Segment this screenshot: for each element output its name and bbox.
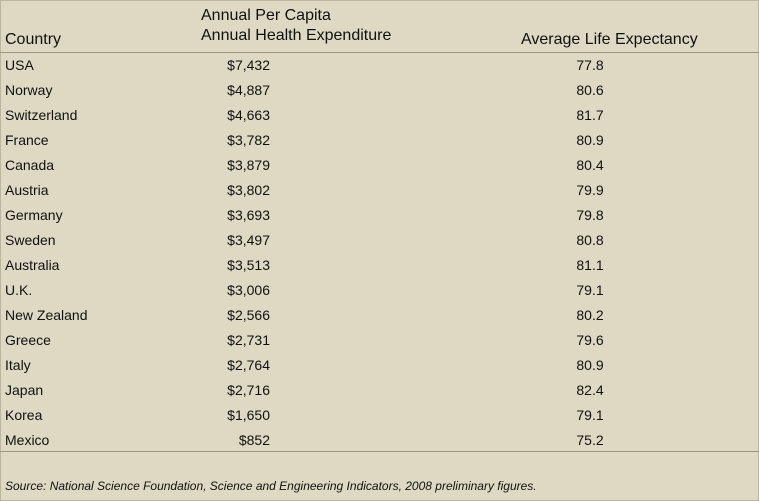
life-expectancy-cell: 80.9 <box>576 132 604 148</box>
life-expectancy-cell: 79.9 <box>576 182 604 198</box>
country-cell: New Zealand <box>5 307 88 323</box>
expenditure-cell: $7,432 <box>227 57 270 73</box>
header-expenditure-line1: Annual Per Capita <box>201 7 331 24</box>
table-row: Australia $3,513 81.1 <box>0 253 759 278</box>
table-row: Japan $2,716 82.4 <box>0 378 759 403</box>
country-cell: Italy <box>5 357 31 373</box>
table-row: Greece $2,731 79.6 <box>0 328 759 353</box>
expenditure-cell: $3,513 <box>227 257 270 273</box>
header-expenditure: Annual Per Capita Annual Health Expendit… <box>201 6 391 46</box>
table-row: Norway $4,887 80.6 <box>0 78 759 103</box>
table-row: Switzerland $4,663 81.7 <box>0 103 759 128</box>
expenditure-cell: $4,663 <box>227 107 270 123</box>
expenditure-cell: $3,497 <box>227 232 270 248</box>
expenditure-cell: $3,006 <box>227 282 270 298</box>
country-cell: Germany <box>5 207 63 223</box>
country-cell: USA <box>5 57 34 73</box>
source-note: Source: National Science Foundation, Sci… <box>5 479 537 493</box>
country-cell: Greece <box>5 332 51 348</box>
expenditure-cell: $2,716 <box>227 382 270 398</box>
country-cell: Australia <box>5 257 60 273</box>
table-row: Austria $3,802 79.9 <box>0 178 759 203</box>
table-row: USA $7,432 77.8 <box>0 53 759 78</box>
expenditure-cell: $2,731 <box>227 332 270 348</box>
life-expectancy-cell: 80.9 <box>576 357 604 373</box>
life-expectancy-cell: 82.4 <box>576 382 604 398</box>
expenditure-cell: $3,693 <box>227 207 270 223</box>
header-divider <box>0 52 759 53</box>
expenditure-cell: $3,782 <box>227 132 270 148</box>
life-expectancy-cell: 80.2 <box>576 307 604 323</box>
life-expectancy-cell: 80.4 <box>576 157 604 173</box>
header-life-expectancy: Average Life Expectancy <box>521 31 698 48</box>
header-country: Country <box>5 31 62 48</box>
life-expectancy-cell: 79.6 <box>576 332 604 348</box>
header-expenditure-line2: Annual Health Expenditure <box>201 27 392 44</box>
table-row: New Zealand $2,566 80.2 <box>0 303 759 328</box>
expenditure-cell: $3,879 <box>227 157 270 173</box>
life-expectancy-cell: 81.1 <box>576 257 604 273</box>
table-row: U.K. $3,006 79.1 <box>0 278 759 303</box>
life-expectancy-cell: 79.8 <box>576 207 604 223</box>
country-cell: U.K. <box>5 282 33 298</box>
country-cell: Austria <box>5 182 49 198</box>
table-row: Italy $2,764 80.9 <box>0 353 759 378</box>
life-expectancy-cell: 79.1 <box>576 282 604 298</box>
table-row: Germany $3,693 79.8 <box>0 203 759 228</box>
expenditure-cell: $3,802 <box>227 182 270 198</box>
country-cell: Korea <box>5 407 43 423</box>
life-expectancy-cell: 81.7 <box>576 107 604 123</box>
expenditure-cell: $4,887 <box>227 82 270 98</box>
life-expectancy-cell: 79.1 <box>576 407 604 423</box>
life-expectancy-cell: 80.6 <box>576 82 604 98</box>
table-row: Canada $3,879 80.4 <box>0 153 759 178</box>
table-row: Mexico $852 75.2 <box>0 428 759 453</box>
country-cell: France <box>5 132 49 148</box>
expenditure-cell: $2,566 <box>227 307 270 323</box>
expenditure-cell: $2,764 <box>227 357 270 373</box>
life-expectancy-cell: 80.8 <box>576 232 604 248</box>
table-row: France $3,782 80.9 <box>0 128 759 153</box>
country-cell: Switzerland <box>5 107 78 123</box>
expenditure-cell: $852 <box>238 432 270 448</box>
country-cell: Sweden <box>5 232 56 248</box>
table-row: Korea $1,650 79.1 <box>0 403 759 428</box>
table-body: USA $7,432 77.8 Norway $4,887 80.6 Switzerland… <box>0 53 759 453</box>
expenditure-cell: $1,650 <box>227 407 270 423</box>
table-bottom-divider <box>0 451 759 452</box>
country-cell: Canada <box>5 157 55 173</box>
life-expectancy-cell: 75.2 <box>576 432 604 448</box>
table-row: Sweden $3,497 80.8 <box>0 228 759 253</box>
country-cell: Mexico <box>5 432 50 448</box>
country-cell: Japan <box>5 382 44 398</box>
life-expectancy-cell: 77.8 <box>576 57 604 73</box>
country-cell: Norway <box>5 82 53 98</box>
